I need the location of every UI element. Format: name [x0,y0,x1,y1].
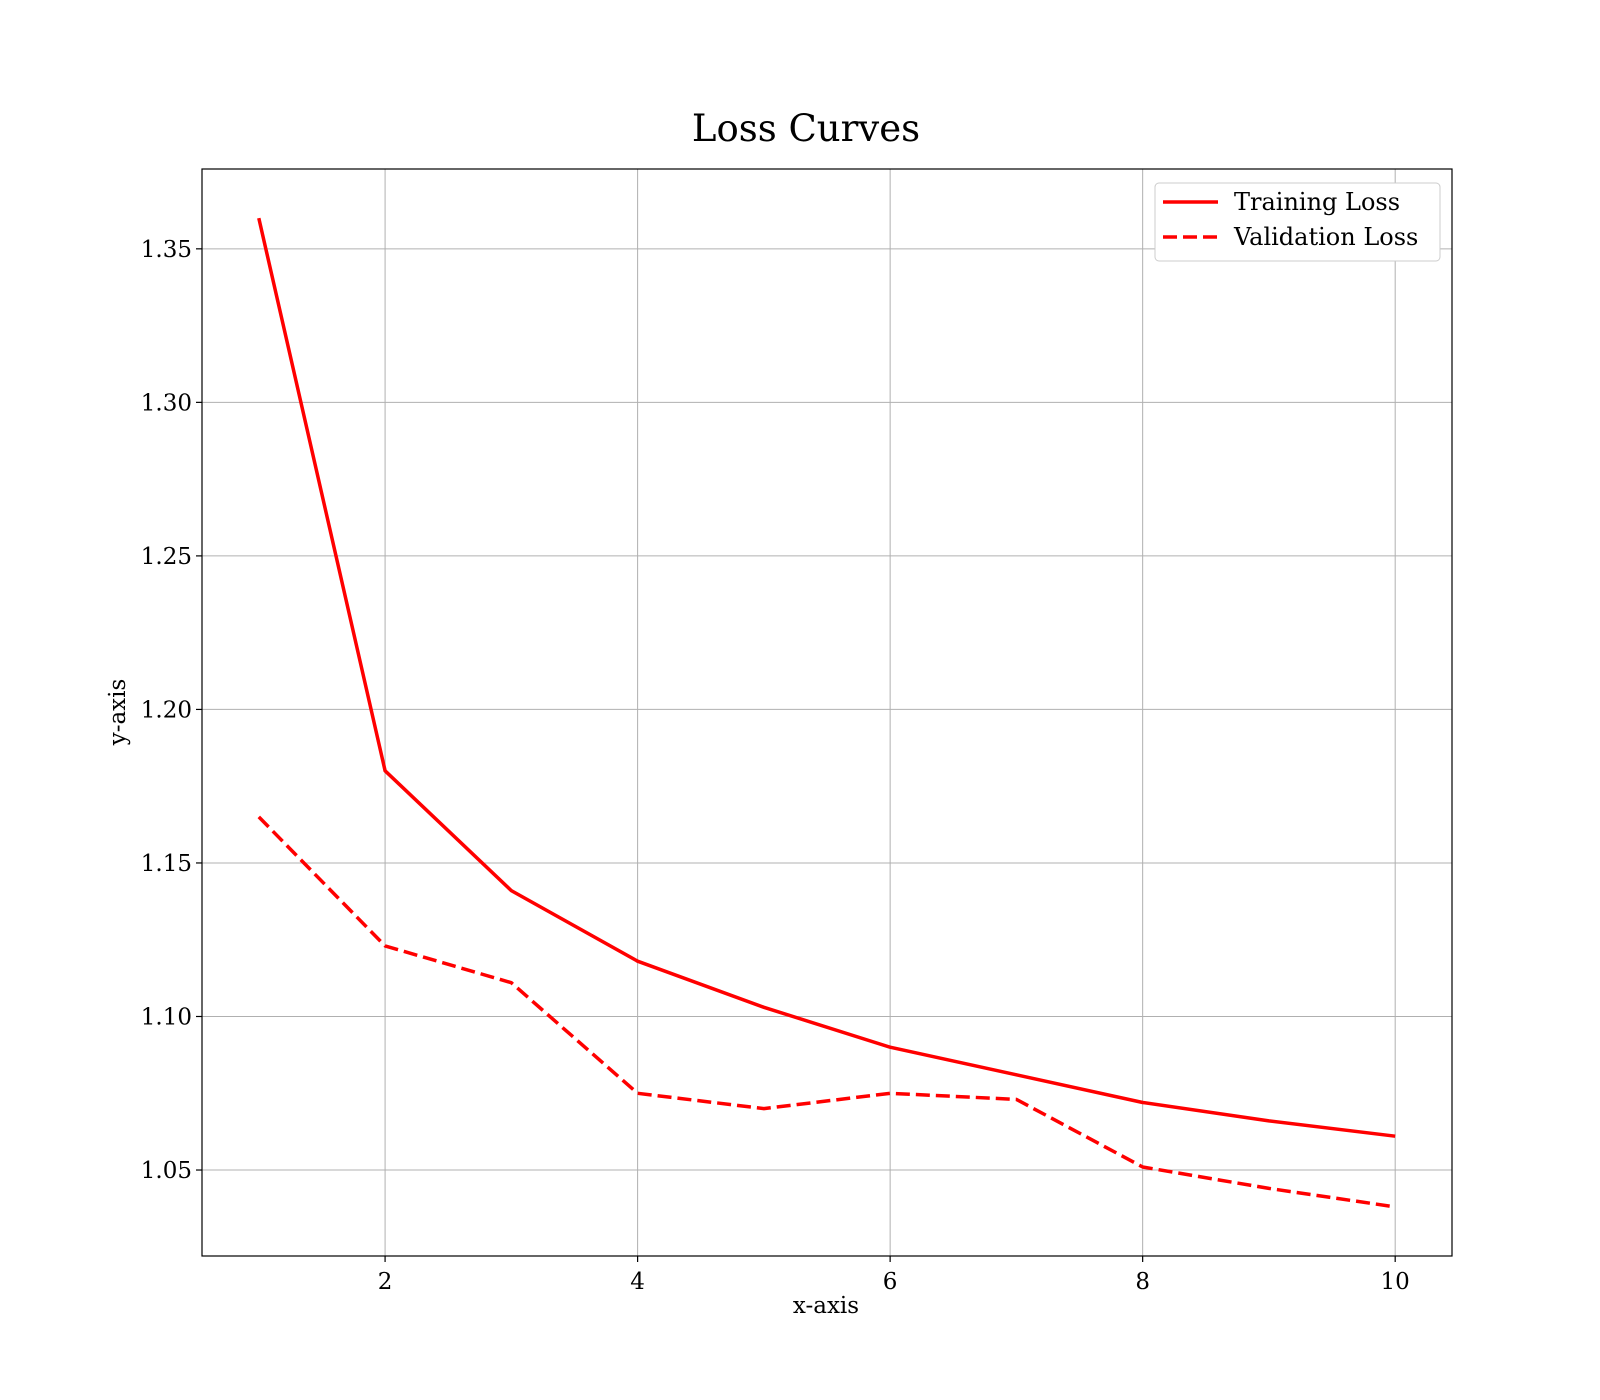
y-tick-label: 1.35 [141,237,192,263]
legend-label-training-loss: Training Loss [1234,188,1400,216]
x-tick-label: 6 [883,1269,898,1295]
series-line-validation-loss [257,815,1396,1209]
plot-frame [201,168,1453,1257]
x-tick-label: 8 [1135,1269,1150,1295]
y-tick-label: 1.15 [141,851,192,877]
y-tick-label: 1.20 [141,697,192,723]
x-tick-label: 10 [1381,1269,1410,1295]
y-tick-label: 1.30 [141,390,192,416]
x-axis-label: x-axis [793,1293,859,1319]
axis-ticks: 2 4 6 8 10 1.05 1.10 1.15 1.20 1.25 1.30 1.35 [141,237,1410,1295]
x-tick-label: 2 [378,1269,393,1295]
x-tick-label: 4 [630,1269,645,1295]
series-lines [257,217,1396,1209]
legend-label-validation-loss: Validation Loss [1233,223,1418,251]
y-axis-label: y-axis [105,679,131,747]
y-tick-label: 1.10 [141,1004,192,1030]
gridlines [202,169,1452,1256]
chart-title: Loss Curves [692,107,920,150]
y-tick-label: 1.25 [141,544,192,570]
series-line-training-loss [257,217,1396,1138]
y-tick-label: 1.05 [141,1158,192,1184]
legend-box [1154,182,1441,262]
legend: Training Loss Validation Loss [1154,182,1441,262]
